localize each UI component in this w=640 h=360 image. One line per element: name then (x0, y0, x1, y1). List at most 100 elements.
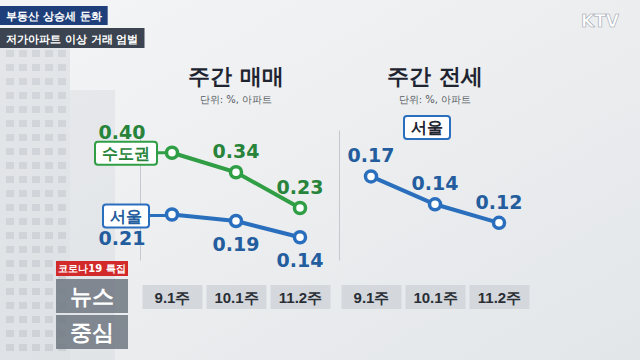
building-window (58, 92, 66, 99)
building-window (32, 246, 40, 253)
chart-title: 주간 전세 (387, 64, 483, 89)
chart: 주간 전세단위: %, 아파트9.1주10.1주11.2주0.170.140.1… (340, 64, 530, 309)
building-window (19, 64, 27, 71)
caption: 저가아파트 이상 거래 엄벌 (0, 28, 145, 48)
series-marker (295, 232, 306, 243)
building-window (32, 330, 40, 337)
building-window (45, 218, 53, 225)
x-tick: 10.1주 (207, 285, 267, 309)
caption-text: 저가아파트 이상 거래 엄벌 (6, 33, 139, 46)
building-window (32, 316, 40, 323)
x-axis: 9.1주 10.1주 11.2주 (342, 285, 530, 309)
building-window (45, 134, 53, 141)
x-tick-label: 11.2주 (478, 289, 521, 306)
x-tick: 9.1주 (143, 285, 203, 309)
x-tick-box (470, 285, 530, 309)
data-label: 0.14 (412, 172, 459, 194)
building-window (45, 106, 53, 113)
building-window (19, 176, 27, 183)
building-window (32, 120, 40, 127)
building-window (6, 316, 14, 323)
building-window (58, 190, 66, 197)
building-window (19, 218, 27, 225)
building-window (32, 148, 40, 155)
building-window (32, 78, 40, 85)
x-tick-label: 10.1주 (413, 289, 457, 306)
building-window (32, 218, 40, 225)
series-name-text: 서울 (110, 207, 142, 226)
building-window (32, 106, 40, 113)
building-window (32, 260, 40, 267)
x-tick-box (143, 285, 203, 309)
building-window (19, 50, 27, 57)
building-window (45, 120, 53, 127)
building-window (6, 176, 14, 183)
building-window (19, 274, 27, 281)
building-window (6, 330, 14, 337)
building-window (45, 274, 53, 281)
badge-text: 코로나19 특집 (58, 263, 125, 274)
building-window (45, 316, 53, 323)
building-window (6, 148, 14, 155)
building-window (32, 134, 40, 141)
building-window (45, 176, 53, 183)
x-tick: 11.2주 (470, 285, 530, 309)
program-text: 중심 (70, 320, 114, 345)
data-label: 0.40 (99, 121, 146, 143)
background (0, 0, 640, 360)
building-window (19, 302, 27, 309)
building-window (6, 344, 14, 351)
building-window (6, 78, 14, 85)
building-window (6, 204, 14, 211)
badge-box (56, 261, 128, 276)
data-label: 0.12 (476, 191, 523, 213)
caption-box (0, 28, 145, 48)
building-window (58, 218, 66, 225)
building-window (6, 218, 14, 225)
labels: 0.17 0.14 0.12 서울 (348, 116, 523, 213)
building-window (32, 176, 40, 183)
building-window (58, 232, 66, 239)
x-tick-label: 9.1주 (354, 289, 390, 306)
series-name: 서울 (103, 205, 166, 228)
series-marker (295, 203, 306, 214)
building-window (32, 50, 40, 57)
building-window (32, 162, 40, 169)
y-axis (339, 131, 340, 261)
building-window (32, 64, 40, 71)
program-box (56, 315, 128, 349)
series-name: 서울 (404, 116, 450, 139)
series-name-text: 서울 (411, 118, 443, 137)
building-window (32, 274, 40, 281)
caption-box (0, 6, 108, 25)
building-window (6, 50, 14, 57)
building-window (19, 316, 27, 323)
building-window (58, 134, 66, 141)
building-window (45, 246, 53, 253)
building-window (32, 190, 40, 197)
chart: 주간 매매단위: %, 아파트9.1주10.1주11.2주0.400.340.2… (95, 64, 331, 309)
caption: 부동산 상승세 둔화 (0, 6, 108, 25)
building-window (45, 64, 53, 71)
data-label: 0.17 (348, 144, 395, 166)
building-window (19, 204, 27, 211)
building-window (45, 232, 53, 239)
x-tick-box (271, 285, 331, 309)
building-window (19, 120, 27, 127)
building-window (19, 134, 27, 141)
building-window (45, 92, 53, 99)
building-window (6, 162, 14, 169)
building-window (58, 78, 66, 85)
building-window (19, 162, 27, 169)
series-marker (231, 167, 242, 178)
building-window (58, 106, 66, 113)
logo: KTV (581, 11, 620, 31)
y-axis-line (339, 131, 340, 261)
x-tick: 10.1주 (406, 285, 466, 309)
building-window (6, 302, 14, 309)
data-label: 0.23 (277, 176, 324, 198)
building-window (19, 106, 27, 113)
series-name: 수도권 (95, 142, 166, 165)
program-text: 뉴스 (70, 284, 114, 309)
building-window (19, 330, 27, 337)
